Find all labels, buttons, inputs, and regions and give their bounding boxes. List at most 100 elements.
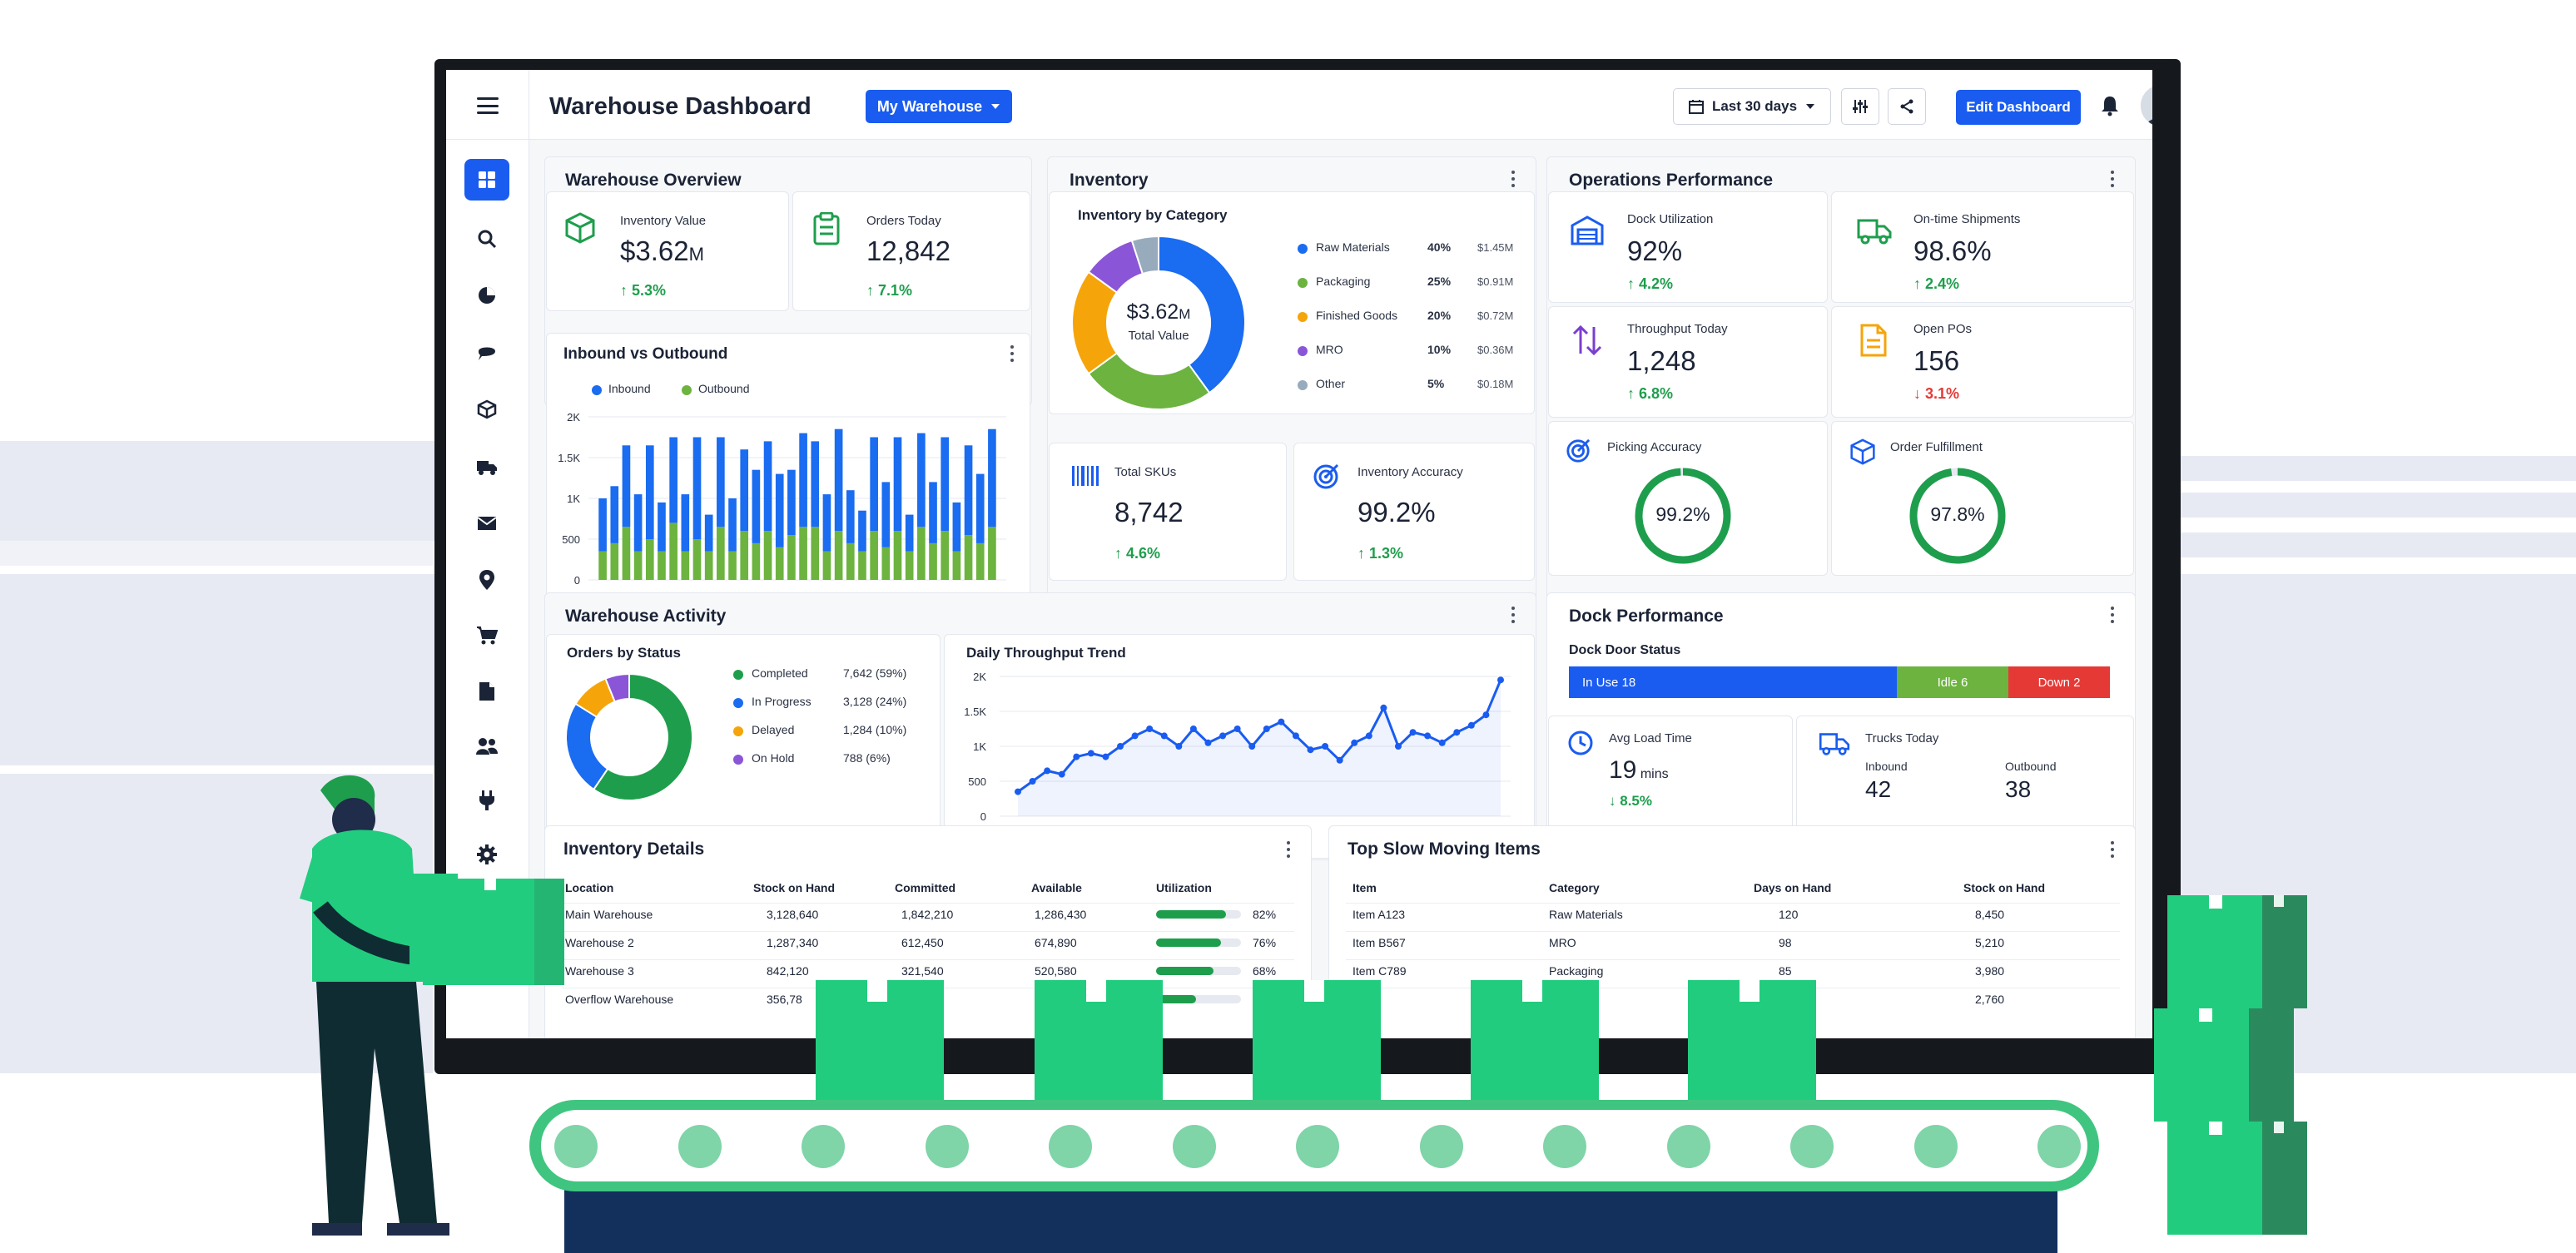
y-tick-label: 1K [973, 740, 986, 753]
more-options-icon[interactable] [1010, 345, 1015, 362]
throughput-point [1087, 750, 1094, 757]
throughput-point [1365, 732, 1372, 740]
grid-icon[interactable] [464, 159, 509, 201]
throughput-today-value: 1,248 [1627, 345, 1696, 376]
conveyor-base [564, 1190, 2057, 1253]
table-cell-stock: 356,78 [767, 993, 802, 1006]
table-cell-stock: 3,128,640 [767, 908, 819, 921]
location-icon[interactable] [464, 559, 509, 601]
legend-amount: $0.36M [1477, 344, 1514, 356]
inbound-bar [929, 482, 937, 543]
inventory-accuracy-change: ↑ 1.3% [1357, 545, 1404, 562]
outbound-bar [740, 531, 749, 580]
table-cell-location: Main Warehouse [565, 908, 653, 921]
share-button[interactable] [1888, 88, 1926, 125]
outbound-bar [692, 539, 702, 580]
throughput-point [1131, 732, 1139, 740]
utilization-track [1156, 939, 1241, 947]
chat-icon[interactable] [464, 332, 509, 374]
inbound-bar [658, 502, 666, 552]
mail-icon[interactable] [464, 503, 509, 544]
outbound-bar [929, 542, 937, 580]
throughput-point [1482, 711, 1490, 719]
filter-button[interactable] [1841, 88, 1879, 125]
truck-icon[interactable] [464, 446, 509, 488]
sliders-icon [1853, 100, 1868, 113]
search-icon[interactable] [464, 218, 509, 260]
gear-icon[interactable] [464, 834, 509, 875]
inbound-bar [822, 494, 831, 552]
target-icon [1313, 463, 1339, 494]
legend-dot [1298, 244, 1308, 254]
pie-chart-icon[interactable] [464, 275, 509, 316]
more-options-icon[interactable] [1511, 607, 1516, 623]
inventory-accuracy-tile: Inventory Accuracy 99.2% ↑ 1.3% [1293, 443, 1535, 581]
topbar: Warehouse Dashboard My Warehouse Last 30… [529, 70, 2152, 140]
throughput-point [1102, 753, 1109, 760]
user-avatar-icon [2141, 85, 2152, 126]
inbound-bar [633, 494, 643, 552]
avg-load-time-change: ↓ 8.5% [1609, 793, 1652, 809]
orders-today-tile: Orders Today 12,842 ↑ 7.1% [792, 191, 1030, 311]
warehouse-icon [1571, 215, 1604, 250]
table-cell-stock: 842,120 [767, 964, 809, 978]
more-options-icon[interactable] [2110, 171, 2115, 187]
throughput-point [1204, 739, 1212, 746]
legend-dot [733, 726, 743, 736]
throughput-point [1263, 726, 1270, 732]
throughput-point [1307, 746, 1314, 754]
throughput-point [1453, 729, 1461, 736]
inbound-bar [763, 441, 772, 532]
menu-icon[interactable] [477, 97, 499, 114]
row-divider [1346, 931, 2120, 932]
box-icon [1850, 438, 1875, 469]
box-icon[interactable] [464, 389, 509, 430]
warehouse-select[interactable]: My Warehouse [866, 90, 1012, 123]
outbound-bar [681, 551, 690, 580]
card-title: Warehouse Overview [565, 171, 742, 190]
legend-amount: $0.18M [1477, 378, 1514, 390]
edit-dashboard-button[interactable]: Edit Dashboard [1956, 90, 2081, 125]
legend-label: Completed [752, 666, 808, 680]
delivery-truck-icon [1857, 217, 1892, 250]
target-icon [1566, 438, 1591, 468]
y-tick-label: 500 [968, 775, 986, 788]
document-icon[interactable] [464, 671, 509, 712]
conveyor-box [1688, 980, 1816, 1100]
dock-utilization-change: ↑ 4.2% [1627, 275, 1674, 292]
table-cell-category: Packaging [1549, 964, 1604, 978]
table-cell-location: Warehouse 2 [565, 936, 634, 949]
utilization-track [1156, 995, 1241, 1003]
more-options-icon[interactable] [1511, 171, 1516, 187]
avatar[interactable] [2141, 85, 2152, 126]
conveyor-box [816, 980, 944, 1100]
more-options-icon[interactable] [2110, 841, 2115, 858]
outbound-bar [799, 527, 807, 580]
utilization-fill [1156, 939, 1221, 947]
more-options-icon[interactable] [1286, 841, 1291, 858]
barcode-icon [1071, 465, 1099, 491]
date-range-button[interactable]: Last 30 days [1673, 88, 1831, 125]
worker-figure [300, 775, 449, 1236]
throughput-point [1497, 676, 1504, 684]
table-cell-committed: 612,450 [901, 936, 944, 949]
open-pos-tile: Open POs 156 ↓ 3.1% [1831, 306, 2134, 418]
legend-label: Delayed [752, 723, 795, 736]
bell-icon[interactable] [2101, 95, 2119, 121]
packaging-slice [1087, 352, 1211, 410]
more-options-icon[interactable] [2110, 607, 2115, 623]
trucks-inbound-value: 42 [1865, 776, 1892, 802]
legend-dot [733, 755, 743, 765]
chevron-down-icon [1806, 104, 1815, 109]
table-cell-committed: 1,842,210 [901, 908, 954, 921]
cart-icon[interactable] [464, 615, 509, 656]
plug-icon[interactable] [464, 780, 509, 821]
table-cell-location: Warehouse 3 [565, 964, 634, 978]
legend-label: Finished Goods [1316, 309, 1398, 322]
users-icon[interactable] [464, 726, 509, 767]
throughput-point [1278, 718, 1285, 726]
on-time-shipments-tile: On-time Shipments 98.6% ↑ 2.4% [1831, 191, 2134, 303]
inventory-value-tile: Inventory Value $3.62M ↑ 5.3% [546, 191, 789, 311]
inbound-bar [952, 502, 961, 552]
legend-dot [1298, 312, 1308, 322]
